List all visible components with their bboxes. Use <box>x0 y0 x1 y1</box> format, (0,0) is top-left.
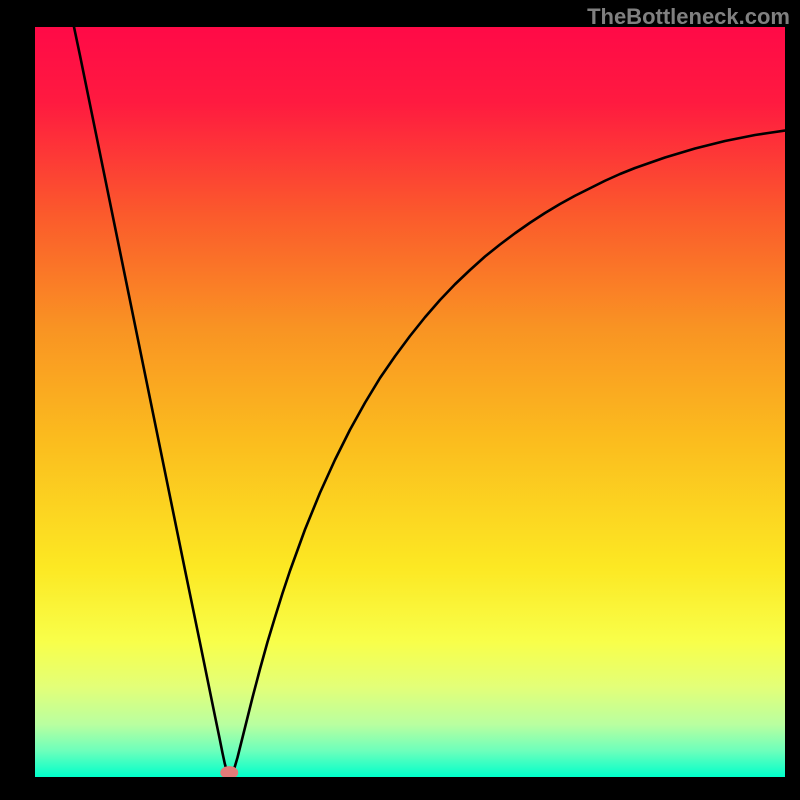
chart-background <box>35 27 785 777</box>
chart-svg <box>35 27 785 777</box>
plot-area <box>35 27 785 777</box>
watermark-text: TheBottleneck.com <box>587 4 790 30</box>
